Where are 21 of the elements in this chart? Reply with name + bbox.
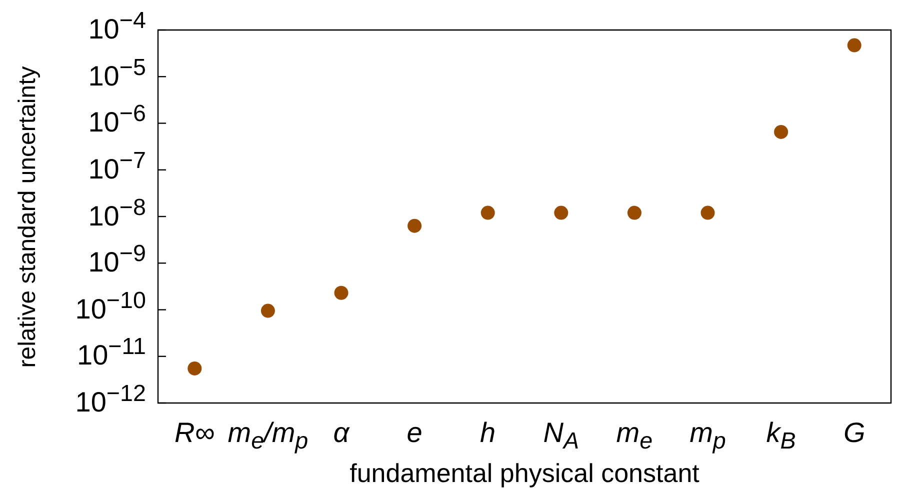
x-tick-label: R∞ (174, 417, 215, 449)
x-tick-label: α (333, 417, 350, 449)
x-tick-label: m$_{e}$ (616, 417, 653, 455)
x-tick-label: G (843, 417, 866, 449)
x-tick-label: k$_{B}$ (766, 417, 796, 455)
y-tick-label: 10$^{−5}$ (88, 54, 146, 92)
x-tick-label: m$_{e}$/m$_{p}$ (228, 417, 308, 455)
y-axis-title: relative standard uncertainty (14, 66, 42, 368)
y-tick-label: 10$^{−8}$ (88, 194, 146, 232)
y-tick-label: 10$^{−9}$ (88, 240, 146, 278)
x-tick-label: m$_{p}$ (690, 417, 726, 455)
y-tick-label: 10$^{−6}$ (88, 100, 146, 139)
x-tick-label: e (406, 417, 422, 449)
y-tick-label: 10$^{−4}$ (88, 7, 146, 46)
y-tick-label: 10$^{−11}$ (77, 333, 146, 372)
x-axis-title: fundamental physical constant (350, 458, 700, 489)
y-tick-label: 10$^{−12}$ (75, 380, 146, 418)
y-tick-label: 10$^{−10}$ (75, 286, 146, 326)
x-tick-label: h (480, 417, 496, 449)
y-tick-label: 10$^{−7}$ (88, 146, 146, 186)
x-tick-label: N$_{A}$ (543, 417, 580, 455)
